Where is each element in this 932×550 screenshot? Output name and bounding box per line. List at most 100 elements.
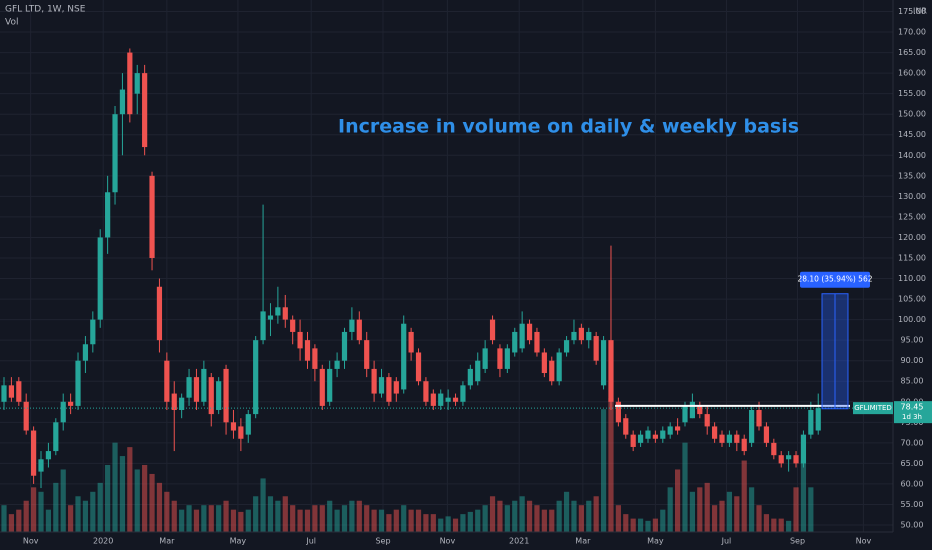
volume-bar xyxy=(282,496,288,532)
chart-title: GFL LTD, 1W, NSE xyxy=(5,5,86,15)
volume-bar xyxy=(608,398,614,532)
x-tick-label: Sep xyxy=(375,537,390,546)
currency: INR xyxy=(913,7,927,16)
volume-bar xyxy=(201,505,207,532)
candle-body xyxy=(393,381,399,394)
volume-bar xyxy=(445,516,451,532)
volume-bar xyxy=(408,509,414,532)
candle-body xyxy=(386,377,392,402)
candle-body xyxy=(489,319,496,341)
price-tag-label: 78.45 xyxy=(901,403,924,412)
volume-bar xyxy=(356,500,362,532)
volume-bar xyxy=(593,496,599,532)
volume-bar xyxy=(786,520,792,532)
candle-body xyxy=(53,422,59,452)
volume-bar xyxy=(645,520,651,532)
x-tick-label: Sep xyxy=(790,537,805,546)
candle-body xyxy=(452,397,459,402)
volume-bar xyxy=(327,500,333,532)
candle-body xyxy=(201,368,207,402)
volume-bar xyxy=(16,509,22,532)
candle-body xyxy=(16,381,22,402)
y-tick-label: 95.00 xyxy=(901,336,924,345)
candle-body xyxy=(586,331,592,341)
candle-body xyxy=(697,405,703,415)
candle-body xyxy=(467,368,473,386)
candle-body xyxy=(171,393,177,410)
x-tick-label: May xyxy=(230,537,247,546)
candle-body xyxy=(726,434,733,443)
y-tick-label: 140.00 xyxy=(898,151,926,160)
candle-body xyxy=(563,340,570,353)
candle-body xyxy=(756,409,762,427)
candle-body xyxy=(667,426,673,435)
volume-bar xyxy=(586,500,592,532)
candle-body xyxy=(482,348,488,369)
volume-bar xyxy=(319,505,325,532)
x-tick-label: 2021 xyxy=(509,537,529,546)
candle-body xyxy=(119,89,126,115)
candle-body xyxy=(645,430,651,439)
candle-body xyxy=(238,426,244,439)
volume-bar xyxy=(475,509,481,532)
volume-bar xyxy=(630,518,636,532)
x-tick-label: 2020 xyxy=(93,537,113,546)
candle-body xyxy=(356,319,362,341)
symbol-label: GFLIMITED xyxy=(854,404,892,412)
y-tick-label: 160.00 xyxy=(898,69,926,78)
candle-body xyxy=(504,348,510,369)
axes: 50.0055.0060.0065.0070.0075.0080.0085.00… xyxy=(23,7,932,546)
volume-bar xyxy=(726,491,733,532)
x-tick-label: Mar xyxy=(159,537,175,546)
volume-bar xyxy=(1,505,7,532)
volume-bar xyxy=(423,514,429,532)
candle-body xyxy=(297,331,303,349)
candle-body xyxy=(90,319,96,345)
x-tick-label: Nov xyxy=(856,537,872,546)
candle-body xyxy=(623,418,629,435)
volume-bar xyxy=(171,500,177,532)
volume-bar xyxy=(31,487,37,532)
volume-bar xyxy=(105,465,111,532)
volume-bar xyxy=(489,496,496,532)
volume-bar xyxy=(808,487,814,532)
y-tick-label: 100.00 xyxy=(898,315,926,324)
candle-body xyxy=(682,405,688,423)
y-tick-label: 155.00 xyxy=(898,89,926,98)
volume-bar xyxy=(541,509,547,532)
candle-body xyxy=(512,331,518,353)
volume-bar xyxy=(600,409,607,532)
volume-bar xyxy=(156,482,163,532)
volume-bar xyxy=(45,509,52,532)
y-tick-label: 50.00 xyxy=(901,521,924,530)
y-tick-label: 115.00 xyxy=(898,253,926,262)
y-tick-label: 85.00 xyxy=(901,377,924,386)
candle-body xyxy=(230,422,237,431)
volume-bar xyxy=(238,511,244,532)
candle-body xyxy=(31,430,37,476)
volume-bar xyxy=(179,509,185,532)
y-tick-label: 70.00 xyxy=(901,438,924,447)
x-tick-label: Nov xyxy=(440,537,456,546)
candle-body xyxy=(142,73,148,148)
candle-body xyxy=(149,175,155,258)
candle-body xyxy=(763,426,770,443)
volume-bar xyxy=(674,469,681,532)
candle-body xyxy=(156,286,163,341)
volume-bar xyxy=(452,518,459,532)
volume-bar xyxy=(578,505,584,532)
candle-body xyxy=(637,434,644,443)
volume-bar xyxy=(763,514,770,532)
candle-body xyxy=(75,360,81,406)
volume-bar xyxy=(349,500,355,532)
volume-bar xyxy=(334,509,340,532)
y-tick-label: 120.00 xyxy=(898,233,926,242)
symbol-tag xyxy=(853,402,893,415)
candle-body xyxy=(549,360,555,382)
grid xyxy=(0,0,893,532)
volume-bar xyxy=(800,460,807,532)
candle-body xyxy=(793,455,799,464)
volume-bar xyxy=(652,518,658,532)
candle-body xyxy=(534,331,540,353)
